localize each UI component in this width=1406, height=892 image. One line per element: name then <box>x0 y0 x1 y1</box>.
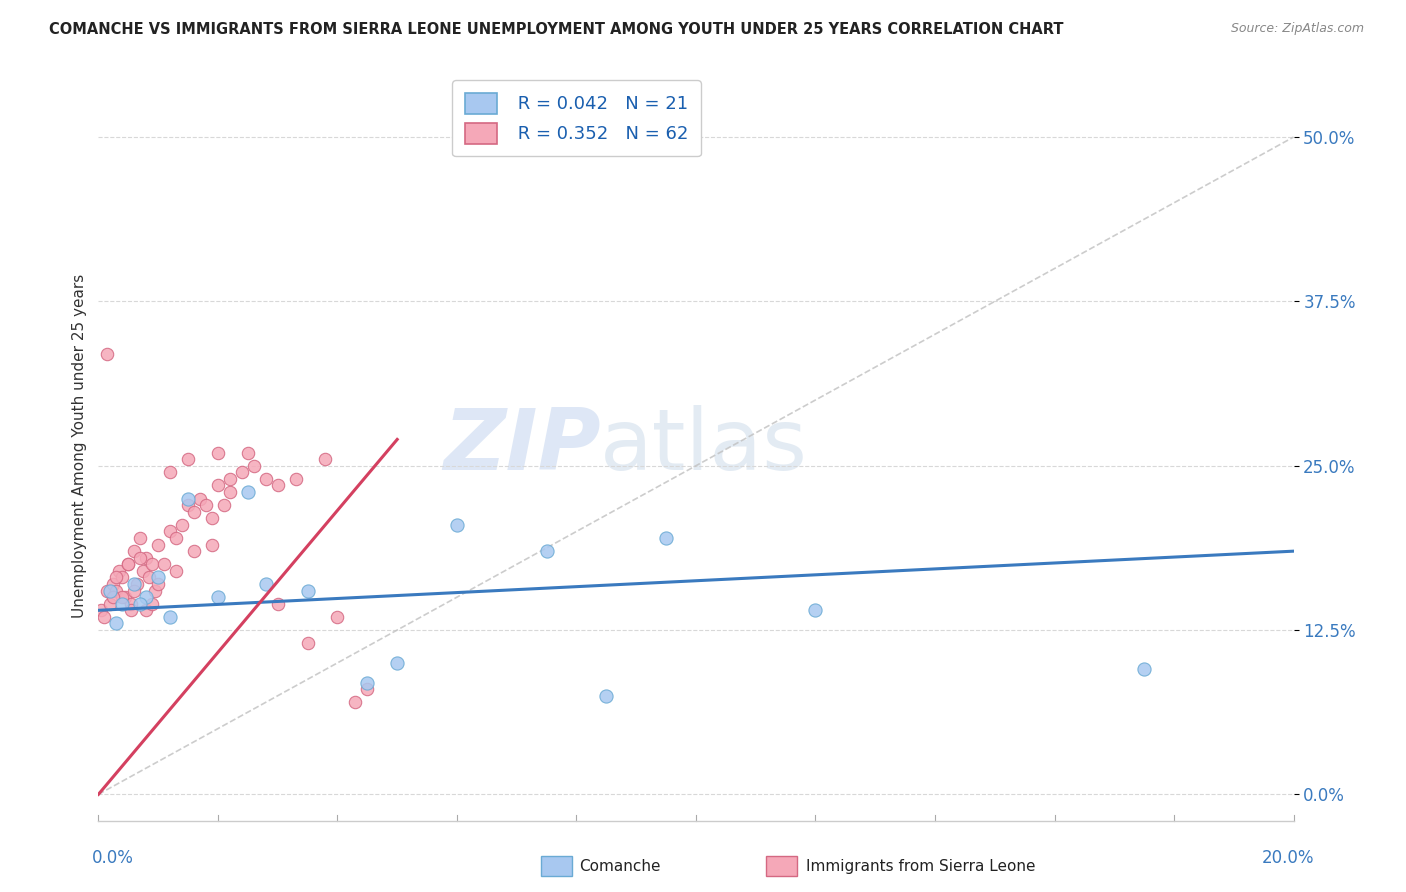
Point <box>129 550 152 565</box>
Point <box>132 564 155 578</box>
Point <box>344 695 367 709</box>
Point <box>124 544 146 558</box>
Point <box>315 452 337 467</box>
Point <box>1133 663 1156 677</box>
Point <box>243 458 266 473</box>
Point <box>103 577 125 591</box>
Point <box>804 603 827 617</box>
Point <box>153 558 176 572</box>
Point <box>127 577 149 591</box>
Point <box>148 538 170 552</box>
Point <box>177 491 200 506</box>
Point <box>212 498 235 512</box>
Point <box>536 544 558 558</box>
Point <box>117 558 139 572</box>
Text: 0.0%: 0.0% <box>91 849 134 867</box>
Text: Source: ZipAtlas.com: Source: ZipAtlas.com <box>1230 22 1364 36</box>
Point <box>177 498 200 512</box>
Point <box>135 603 157 617</box>
Point <box>595 689 617 703</box>
Point <box>207 445 229 459</box>
Text: atlas: atlas <box>600 404 808 488</box>
Point <box>129 597 152 611</box>
Point <box>195 498 218 512</box>
Point <box>201 538 224 552</box>
Point <box>356 682 378 697</box>
Point <box>254 577 277 591</box>
Point <box>90 603 112 617</box>
Point <box>124 577 146 591</box>
Point <box>148 570 170 584</box>
Point <box>114 590 136 604</box>
Text: COMANCHE VS IMMIGRANTS FROM SIERRA LEONE UNEMPLOYMENT AMONG YOUTH UNDER 25 YEARS: COMANCHE VS IMMIGRANTS FROM SIERRA LEONE… <box>49 22 1064 37</box>
Point <box>135 590 157 604</box>
Point <box>201 511 224 525</box>
Point <box>141 597 163 611</box>
Point <box>236 485 259 500</box>
Point <box>183 544 205 558</box>
Point <box>108 564 131 578</box>
Point <box>236 445 259 459</box>
Point <box>143 583 166 598</box>
Point <box>138 570 160 584</box>
Point <box>165 564 187 578</box>
Point <box>183 505 205 519</box>
Point <box>385 656 409 670</box>
Point <box>655 531 678 545</box>
Point <box>117 558 139 572</box>
Point <box>111 570 134 584</box>
Point <box>177 452 200 467</box>
Point <box>219 472 242 486</box>
Text: 20.0%: 20.0% <box>1263 849 1315 867</box>
Point <box>219 485 242 500</box>
Point <box>207 590 229 604</box>
Point <box>356 675 378 690</box>
Text: Immigrants from Sierra Leone: Immigrants from Sierra Leone <box>806 859 1035 873</box>
Point <box>111 590 134 604</box>
Point <box>98 583 122 598</box>
Point <box>96 347 118 361</box>
Point <box>188 491 211 506</box>
Point <box>446 517 468 532</box>
Point <box>297 636 319 650</box>
Point <box>93 610 115 624</box>
Point <box>103 590 125 604</box>
Point <box>254 472 277 486</box>
Point <box>105 583 128 598</box>
Point <box>135 550 157 565</box>
Point <box>231 465 253 479</box>
Point <box>267 597 290 611</box>
Point <box>120 597 142 611</box>
Point <box>326 610 349 624</box>
Point <box>111 597 134 611</box>
Point <box>148 577 170 591</box>
Point <box>267 478 290 492</box>
Point <box>207 478 229 492</box>
Point <box>98 597 122 611</box>
Point <box>165 531 187 545</box>
Text: Comanche: Comanche <box>579 859 661 873</box>
Point <box>105 570 128 584</box>
Point <box>159 524 181 539</box>
Point <box>124 583 146 598</box>
Point <box>96 583 118 598</box>
Point <box>120 603 142 617</box>
Point <box>297 583 319 598</box>
Point <box>105 616 128 631</box>
Point <box>141 558 163 572</box>
Legend:  R = 0.042   N = 21,  R = 0.352   N = 62: R = 0.042 N = 21, R = 0.352 N = 62 <box>453 80 700 156</box>
Point <box>159 610 181 624</box>
Point <box>284 472 307 486</box>
Point <box>129 531 152 545</box>
Point <box>172 517 194 532</box>
Y-axis label: Unemployment Among Youth under 25 years: Unemployment Among Youth under 25 years <box>72 274 87 618</box>
Text: ZIP: ZIP <box>443 404 600 488</box>
Point <box>159 465 181 479</box>
